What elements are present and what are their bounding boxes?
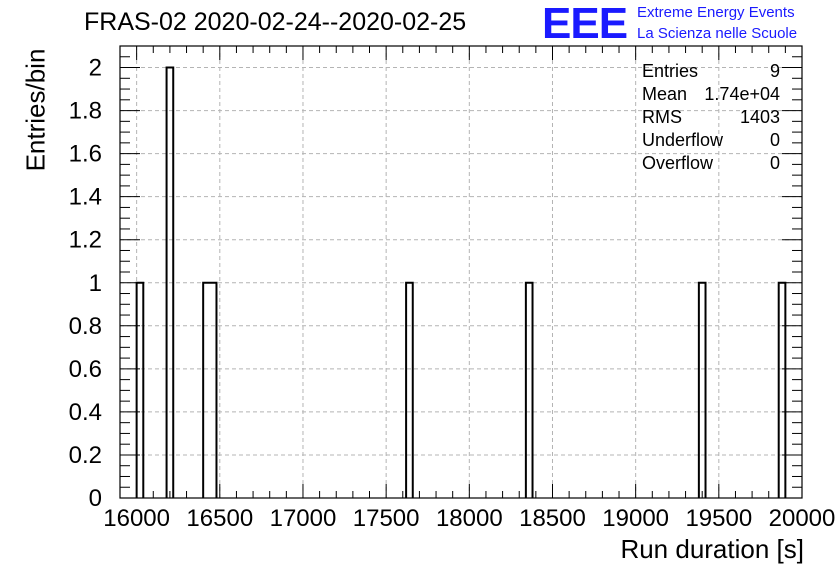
stat-label: Overflow	[642, 153, 714, 173]
stat-row-mean: Mean 1.74e+04	[642, 83, 780, 106]
y-tick-label: 1.6	[69, 141, 102, 168]
axis-ticks: 16000 16500 17000 17500 18000 18500 19000 19500…	[69, 46, 836, 532]
x-tick-label: 18500	[519, 505, 586, 532]
y-tick-label: 0.4	[69, 399, 102, 426]
y-axis-title: Entries/bin	[20, 48, 51, 172]
stat-value: 1.74e+04	[704, 84, 780, 104]
histogram-bin	[405, 281, 414, 498]
x-tick-label: 16500	[186, 505, 253, 532]
stat-row-rms: RMS 1403	[642, 106, 780, 129]
histogram-bin	[777, 281, 787, 498]
x-tick-label: 17500	[353, 505, 420, 532]
x-axis-title: Run duration [s]	[620, 534, 804, 564]
grid-lines	[120, 46, 803, 498]
histogram-bin	[165, 66, 175, 498]
stat-label: Mean	[642, 84, 688, 104]
x-tick-label: 18000	[436, 505, 503, 532]
eee-logo: EEE	[542, 0, 628, 48]
histogram-bin	[524, 281, 534, 498]
stat-label: Entries	[642, 61, 699, 81]
stat-value: 1403	[739, 107, 780, 127]
chart-title: FRAS-02 2020-02-24--2020-02-25	[84, 8, 467, 36]
stat-value: 0	[769, 130, 780, 150]
histogram-bin	[135, 281, 145, 498]
x-tick-label: 17000	[270, 505, 337, 532]
x-tick-label: 20000	[769, 505, 836, 532]
y-tick-label: 1.8	[69, 98, 102, 125]
y-tick-label: 1.4	[69, 184, 102, 211]
y-tick-label: 2	[89, 55, 102, 82]
y-tick-label: 0.6	[69, 356, 102, 383]
stat-label: Underflow	[642, 130, 724, 150]
stats-box: Entries 9 Mean 1.74e+04 RMS 1403 Underfl…	[642, 60, 780, 175]
stat-label: RMS	[642, 107, 682, 127]
y-tick-label: 0.8	[69, 313, 102, 340]
x-tick-label: 19000	[602, 505, 669, 532]
histogram-bin	[202, 281, 218, 498]
stat-value: 0	[769, 153, 780, 173]
y-tick-label: 1.2	[69, 227, 102, 254]
stat-value: 9	[769, 61, 780, 81]
stat-row-underflow: Underflow 0	[642, 129, 780, 152]
y-tick-label: 0	[89, 485, 102, 512]
y-tick-label: 0.2	[69, 442, 102, 469]
x-tick-label: 16000	[103, 505, 170, 532]
logo-line-2: La Scienza nelle Scuole	[637, 25, 798, 42]
logo-line-1: Extreme Energy Events	[637, 4, 795, 21]
histogram-bin	[697, 281, 707, 498]
stat-row-entries: Entries 9	[642, 60, 780, 83]
x-tick-label: 19500	[685, 505, 752, 532]
stat-row-overflow: Overflow 0	[642, 152, 780, 175]
y-tick-label: 1	[89, 270, 102, 297]
